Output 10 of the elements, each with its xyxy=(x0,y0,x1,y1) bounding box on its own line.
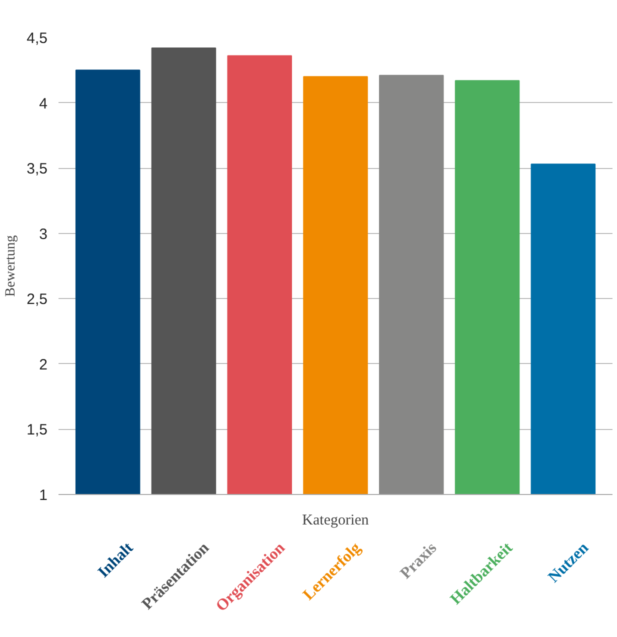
y-tick-label: 4,5 xyxy=(26,30,48,47)
y-tick-label: 3,5 xyxy=(26,160,48,178)
y-axis-title: Bewertung xyxy=(4,235,19,297)
y-tick-label: 1 xyxy=(39,487,48,504)
y-tick-label: 1,5 xyxy=(26,422,48,439)
y-tick-label: 4 xyxy=(39,95,48,112)
y-tick-label: 2,5 xyxy=(26,291,48,308)
y-tick-label: 3 xyxy=(39,226,48,243)
x-axis-title: Kategorien xyxy=(302,512,370,528)
y-tick-label: 2 xyxy=(39,356,48,374)
